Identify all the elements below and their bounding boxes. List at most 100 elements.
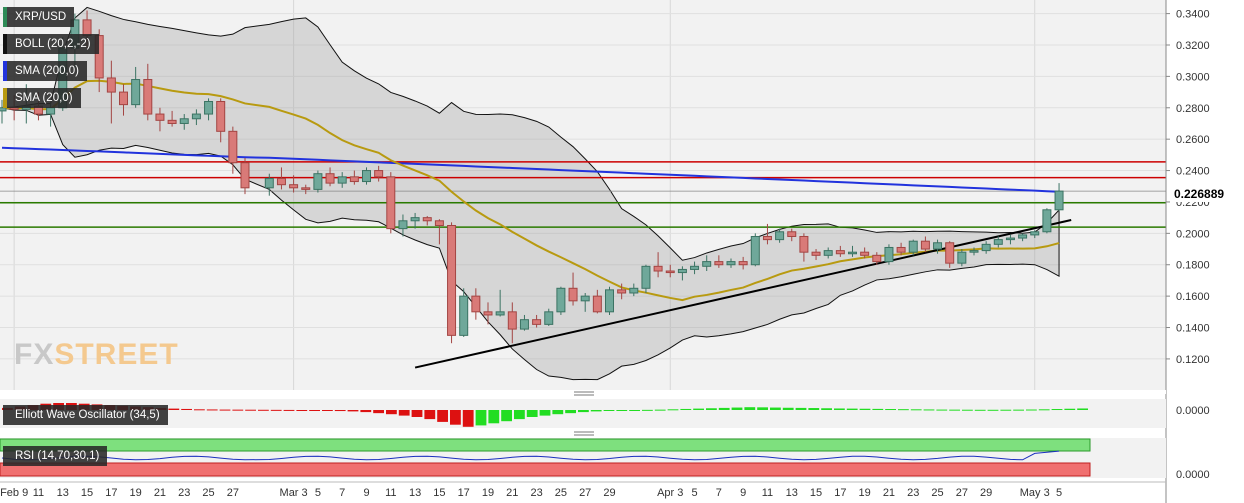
candle-body xyxy=(94,35,104,79)
oscillator-bar xyxy=(360,410,372,413)
candle xyxy=(313,170,323,193)
x-tick-label: 15 xyxy=(433,487,445,499)
legend-sma20[interactable]: SMA (20,0) xyxy=(3,88,81,108)
candle xyxy=(422,216,432,226)
candle-body xyxy=(884,246,894,263)
candle-body xyxy=(532,319,542,325)
candle xyxy=(386,172,396,234)
candle-body xyxy=(653,265,663,272)
oscillator-bar xyxy=(539,410,551,416)
rsi-tick: 0.0000 xyxy=(1176,469,1210,481)
oscillator-bar xyxy=(731,407,743,410)
candle xyxy=(507,302,517,344)
candle-body xyxy=(264,177,274,189)
x-tick-label: 29 xyxy=(603,487,615,499)
candle-body xyxy=(933,242,943,250)
candle-body xyxy=(969,250,979,253)
candle-body xyxy=(945,242,955,264)
candle-body xyxy=(920,240,930,250)
legend-boll[interactable]: BOLL (20,2,-2) xyxy=(3,34,99,54)
candle-body xyxy=(811,251,821,256)
oscillator-bar xyxy=(386,410,397,415)
candle xyxy=(920,236,930,253)
candle xyxy=(884,244,894,265)
oscillator-bar xyxy=(872,408,884,410)
oscillator-bar xyxy=(194,409,205,411)
candle-body xyxy=(750,235,760,266)
candle xyxy=(969,247,979,256)
x-tick-label: Mar 3 xyxy=(280,487,308,499)
oscillator-bar xyxy=(411,410,423,417)
y-tick-label: 0.1400 xyxy=(1176,323,1210,335)
candle xyxy=(738,256,748,270)
candle xyxy=(568,272,578,306)
x-tick-label: 11 xyxy=(385,487,396,499)
oscillator-bar xyxy=(962,409,973,411)
oscillator-bar xyxy=(603,410,615,411)
legend-sma200[interactable]: SMA (200,0) xyxy=(3,61,87,81)
oscillator-bar xyxy=(923,409,935,411)
candle xyxy=(131,66,141,108)
x-tick-label: 21 xyxy=(883,487,895,499)
candle-body xyxy=(993,239,1003,245)
oscillator-bar xyxy=(206,409,218,411)
x-tick-label: 23 xyxy=(530,487,542,499)
oscillator-bar xyxy=(910,409,922,411)
candle-body xyxy=(301,187,311,190)
y-tick-label: 0.2400 xyxy=(1176,166,1210,178)
legend-oscillator[interactable]: Elliott Wave Oscillator (34,5) xyxy=(3,405,168,425)
oscillator-bar xyxy=(309,410,320,411)
candle-body xyxy=(762,235,772,241)
y-tick-label: 0.1200 xyxy=(1176,354,1210,366)
y-tick-label: 0.1600 xyxy=(1176,291,1210,303)
candle-body xyxy=(848,251,857,255)
candle-body xyxy=(191,113,201,120)
x-tick-label: 29 xyxy=(980,487,992,499)
candle xyxy=(362,167,371,185)
candle-body xyxy=(204,100,214,115)
candle-body xyxy=(775,231,785,241)
candle-body xyxy=(823,250,833,256)
legend-symbol[interactable]: XRP/USD xyxy=(3,7,75,27)
y-axis-ticks: 0.34000.32000.30000.28000.26000.24000.22… xyxy=(1166,9,1210,366)
candle xyxy=(264,173,274,196)
candle xyxy=(762,223,772,245)
candle-body xyxy=(519,319,529,330)
oscillator-bar xyxy=(667,409,679,411)
candle xyxy=(276,167,286,190)
candle xyxy=(775,228,785,243)
pane-resize-handle-1[interactable] xyxy=(574,391,594,396)
legend-rsi[interactable]: RSI (14,70,30,1) xyxy=(3,446,108,466)
candle xyxy=(240,158,250,195)
candle-body xyxy=(981,243,991,252)
candle xyxy=(1030,230,1040,239)
candle-body xyxy=(605,289,614,313)
legend-sma200-label: SMA (200,0) xyxy=(15,65,79,77)
oscillator-bar xyxy=(629,410,640,411)
x-tick-label: 11 xyxy=(33,487,44,499)
pane-resize-handle-2[interactable] xyxy=(574,431,594,436)
candle xyxy=(945,241,955,268)
x-tick-label: 27 xyxy=(227,487,239,499)
oscillator-bar xyxy=(642,409,653,411)
oscillator-bar xyxy=(258,409,269,411)
oscillator-bar xyxy=(1000,409,1012,411)
oscillator-bar xyxy=(347,410,359,412)
rsi-line xyxy=(1,450,1060,461)
x-tick-label: 25 xyxy=(202,487,214,499)
candle-body xyxy=(313,173,323,190)
candle xyxy=(799,233,809,262)
oscillator-bar xyxy=(1038,409,1050,411)
candle xyxy=(787,228,797,242)
x-tick-label: 19 xyxy=(130,487,142,499)
trendline xyxy=(414,219,1072,369)
candle-body xyxy=(665,270,675,274)
candle xyxy=(155,107,165,132)
oscillator-bar xyxy=(181,408,192,410)
x-tick-label: 25 xyxy=(931,487,943,499)
candle-body xyxy=(896,246,906,253)
candle-body xyxy=(580,295,590,302)
candle-body xyxy=(568,287,578,302)
oscillator-bar xyxy=(616,410,628,411)
